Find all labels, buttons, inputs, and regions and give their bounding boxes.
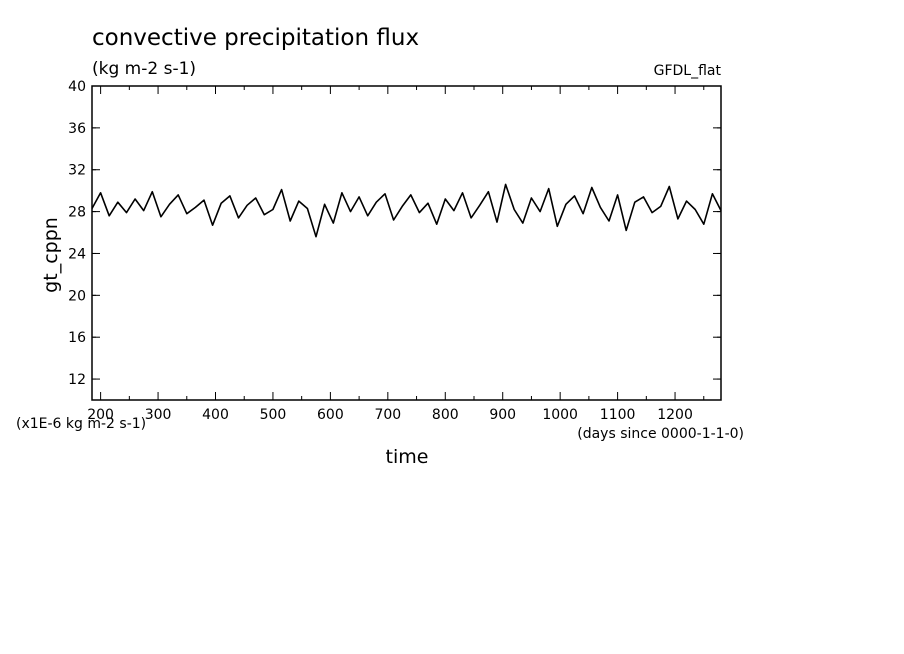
x-tick-label: 1200 (657, 407, 693, 423)
x-tick-label: 1100 (600, 407, 636, 423)
y-tick-label: 24 (68, 246, 86, 262)
x-tick-label: 800 (432, 407, 459, 423)
x-tick-label: 400 (202, 407, 229, 423)
y-axis-label: gt_cppn (40, 217, 62, 293)
y-tick-label: 20 (68, 288, 86, 304)
series-line (91, 183, 722, 238)
y-tick-label: 40 (68, 79, 86, 95)
x-tick-label: 600 (317, 407, 344, 423)
x-tick-label: 1000 (542, 407, 578, 423)
x-tick-label: 300 (145, 407, 172, 423)
y-tick-label: 16 (68, 330, 86, 346)
chart-subtitle: (kg m-2 s-1) (92, 59, 196, 79)
plot-area: 12 16 20 24 28 32 36 40 200 300 400 500 600 700 800 900… (68, 79, 722, 423)
y-tick-label: 12 (68, 372, 86, 388)
chart-title: convective precipitation flux (92, 25, 419, 51)
x-tick-label: 700 (374, 407, 401, 423)
x-tick-label: 500 (260, 407, 287, 423)
y-tick-label: 32 (68, 163, 86, 179)
y-tick-label: 36 (68, 121, 86, 137)
x-units-note: (days since 0000-1-1-0) (577, 426, 744, 442)
plot-frame (91, 85, 722, 401)
x-tick-label: 900 (489, 407, 516, 423)
y-scale-note: (x1E-6 kg m-2 s-1) (16, 416, 146, 432)
source-label: GFDL_flat (654, 63, 722, 79)
y-tick-label: 28 (68, 205, 86, 221)
x-tick-label: 200 (87, 407, 114, 423)
x-axis-label: time (386, 446, 429, 468)
